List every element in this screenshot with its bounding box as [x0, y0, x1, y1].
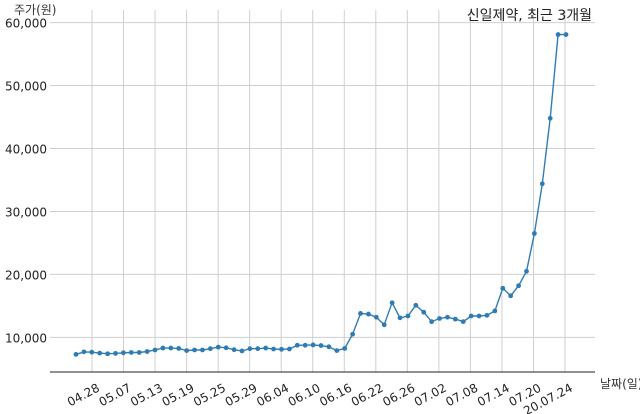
data-point — [294, 342, 300, 348]
x-tick-label: 06.16 — [317, 381, 354, 409]
chart-title: 신일제약, 최근 3개월 — [467, 8, 592, 24]
data-point — [215, 344, 221, 350]
x-tick-label: 05.13 — [128, 381, 165, 409]
x-tick-label: 06.22 — [349, 381, 386, 409]
data-point — [207, 346, 213, 352]
data-point — [176, 345, 182, 351]
data-point — [326, 344, 332, 350]
data-point — [429, 319, 435, 325]
price-series — [73, 32, 569, 357]
data-point — [223, 345, 229, 351]
x-tick-label: 07.08 — [443, 381, 480, 409]
data-point — [152, 347, 158, 353]
data-point — [286, 346, 292, 352]
data-point — [184, 348, 190, 353]
data-point — [192, 347, 197, 353]
data-point — [563, 32, 569, 37]
data-point — [97, 350, 103, 356]
y-tick-label: 20,000 — [5, 268, 47, 282]
data-point — [524, 268, 529, 274]
data-point — [310, 342, 316, 348]
data-point — [255, 346, 261, 352]
data-point — [460, 319, 466, 325]
data-point — [492, 308, 498, 314]
x-tick-label: 05.07 — [97, 381, 134, 409]
series-line — [75, 33, 566, 356]
grid-lines — [50, 10, 595, 372]
data-point — [476, 313, 482, 319]
data-point — [468, 313, 474, 319]
x-tick-label: 04.28 — [65, 381, 102, 409]
data-point — [421, 309, 427, 315]
data-point — [531, 231, 537, 236]
data-point — [136, 350, 142, 355]
data-point — [81, 349, 87, 355]
x-tick-label: 06.04 — [254, 381, 291, 409]
data-point — [318, 343, 324, 348]
y-tick-label: 10,000 — [5, 331, 47, 345]
x-tick-label: 05.19 — [160, 381, 197, 409]
data-point — [413, 302, 419, 308]
data-point — [555, 32, 561, 37]
data-point — [342, 345, 348, 351]
x-tick-label: 06.10 — [286, 381, 323, 409]
y-tick-labels: 10,000 20,000 30,000 40,000 50,000 60,000 — [5, 17, 47, 346]
data-point — [89, 349, 95, 355]
data-point — [358, 311, 363, 316]
data-point — [334, 348, 340, 353]
data-point — [168, 345, 174, 351]
data-point — [128, 350, 134, 355]
x-tick-label: 05.29 — [223, 381, 260, 409]
data-point — [121, 350, 126, 356]
data-point — [381, 322, 387, 328]
data-point — [271, 346, 276, 352]
data-point — [437, 316, 442, 321]
data-point — [144, 349, 150, 354]
data-point — [508, 293, 514, 299]
x-tick-label: 05.25 — [191, 381, 228, 409]
x-tick-label: 07.14 — [475, 381, 512, 409]
x-tick-label: 06.26 — [380, 381, 417, 409]
data-point — [547, 115, 553, 121]
data-point — [302, 342, 308, 348]
data-point — [160, 345, 166, 351]
x-tick-label: 07.02 — [412, 381, 449, 409]
data-point — [239, 348, 245, 354]
data-point — [73, 351, 79, 357]
data-point — [105, 351, 111, 357]
y-tick-label: 50,000 — [5, 80, 47, 94]
data-point — [279, 346, 284, 352]
x-axis-label: 날짜(일) — [600, 377, 640, 391]
data-point — [231, 347, 237, 353]
y-axis-label: 주가(원) — [14, 3, 56, 17]
data-point — [539, 181, 545, 187]
x-tick-labels: 04.2805.0705.1305.1905.2505.2906.0406.10… — [65, 381, 575, 414]
data-point — [389, 300, 395, 306]
data-point — [200, 347, 205, 353]
data-point — [350, 331, 356, 337]
y-tick-label: 60,000 — [5, 17, 47, 31]
data-point — [445, 314, 450, 320]
data-point — [113, 351, 118, 356]
y-tick-label: 30,000 — [5, 205, 47, 219]
data-point — [247, 346, 253, 352]
data-point — [484, 312, 490, 318]
data-point — [263, 345, 269, 351]
data-point — [516, 283, 521, 289]
data-point — [500, 285, 506, 291]
data-point — [397, 315, 403, 321]
data-point — [366, 311, 371, 317]
data-point — [452, 316, 458, 322]
data-point — [405, 313, 411, 319]
data-point — [373, 314, 379, 320]
y-tick-label: 40,000 — [5, 143, 47, 157]
